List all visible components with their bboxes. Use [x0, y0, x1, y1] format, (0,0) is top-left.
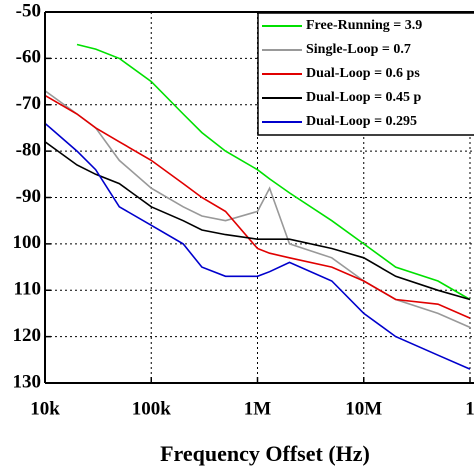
legend-label: Dual-Loop = 0.45 p	[306, 90, 422, 105]
y-tick-label: -70	[16, 93, 41, 114]
legend-label: Free-Running = 3.9	[306, 18, 422, 33]
x-tick-label: 1M	[244, 398, 272, 419]
y-tick-label: -80	[16, 139, 41, 160]
x-axis-label: Frequency Offset (Hz)	[160, 441, 370, 466]
x-tick-label: 1	[465, 398, 474, 419]
x-tick-label: 100k	[132, 398, 172, 419]
legend-label: Dual-Loop = 0.6 ps	[306, 66, 420, 81]
legend-label: Dual-Loop = 0.295	[306, 114, 417, 129]
plot-lines	[45, 43, 471, 370]
y-tick-label: 100	[13, 232, 42, 253]
series-line	[45, 122, 471, 370]
y-tick-label: 130	[13, 371, 42, 392]
series-line	[76, 43, 471, 301]
legend: Free-Running = 3.9 Single-Loop = 0.7 Dual-…	[257, 12, 474, 136]
series-line	[45, 141, 471, 301]
x-tick-label: 10M	[345, 398, 382, 419]
tick-labels: -50 -60 -70 -80 -90 100 110 120 130 10k 100k 1M 10M 1	[13, 0, 474, 419]
y-tick-label: -90	[16, 186, 41, 207]
y-tick-label: 120	[13, 325, 42, 346]
y-tick-label: -60	[16, 47, 41, 68]
series-line	[45, 94, 471, 319]
x-tick-label: 10k	[30, 398, 60, 419]
y-tick-label: -50	[16, 0, 41, 21]
axes-frame	[44, 11, 474, 384]
y-tick-label: 110	[14, 279, 41, 300]
legend-label: Single-Loop = 0.7	[306, 42, 411, 57]
